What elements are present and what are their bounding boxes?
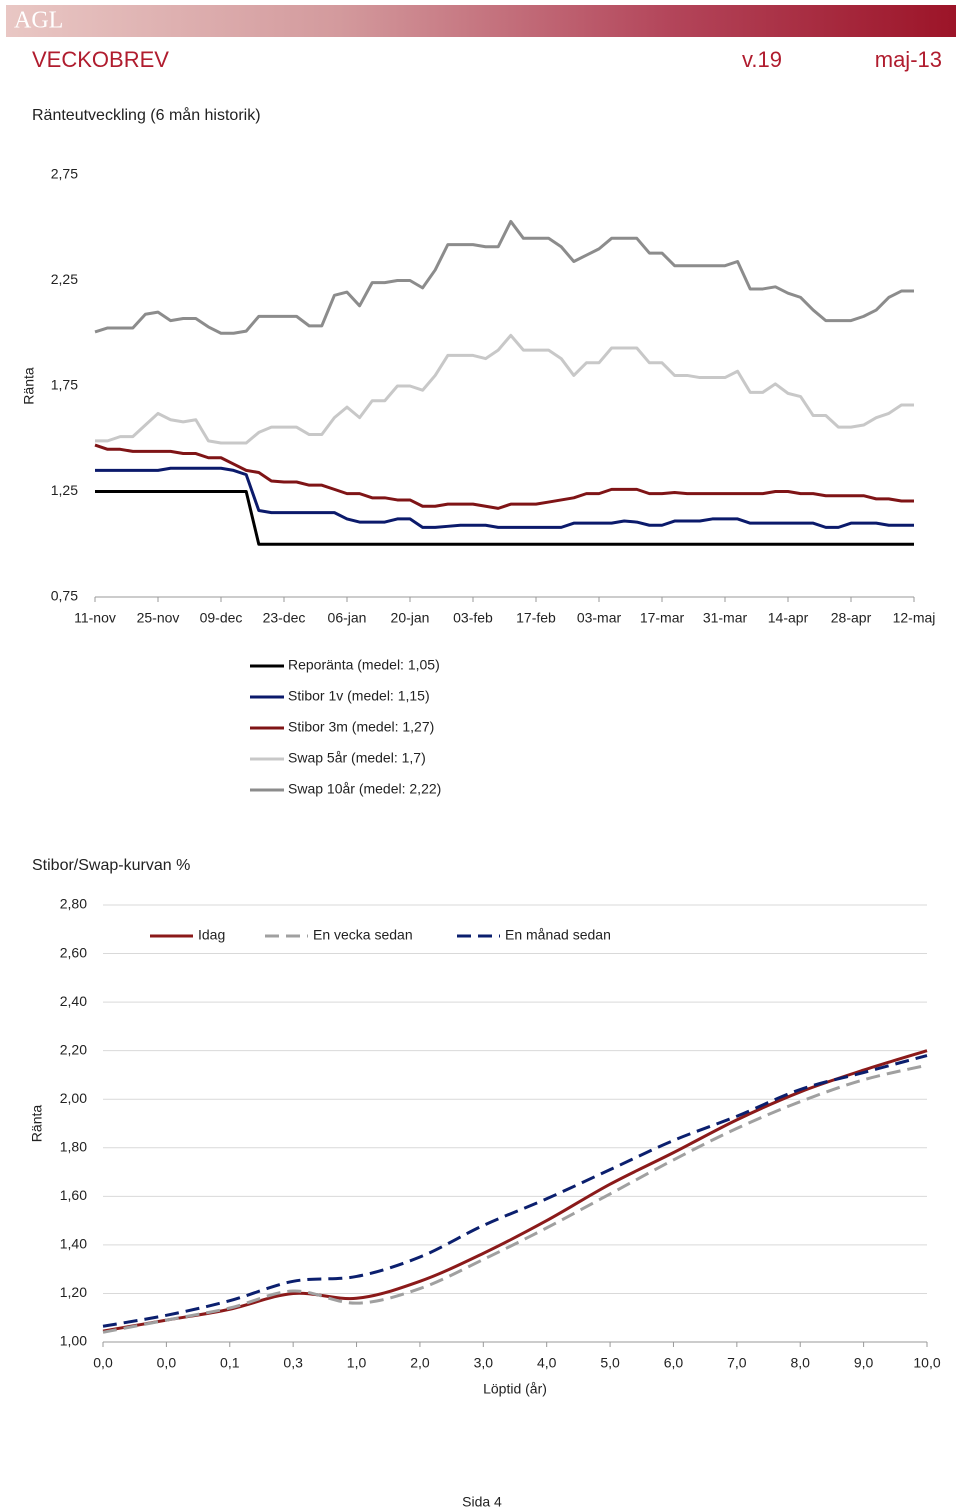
- x-tick-label: 6,0: [664, 1355, 684, 1371]
- y-tick-label: 2,00: [60, 1090, 87, 1106]
- x-tick-label: 9,0: [854, 1355, 874, 1371]
- logo: AGL: [14, 8, 63, 34]
- x-tick-label: 23-dec: [263, 610, 306, 626]
- y-tick-label: 2,40: [60, 993, 87, 1009]
- y-axis-label: Ränta: [29, 1105, 45, 1143]
- series-line: [102, 1054, 928, 1328]
- date: maj-13: [875, 47, 942, 72]
- chart-title: Ränteutveckling (6 mån historik): [32, 106, 261, 124]
- legend-label: Stibor 1v (medel: 1,15): [288, 688, 430, 704]
- x-tick-label: 1,0: [347, 1355, 367, 1371]
- series-line: [102, 1063, 928, 1334]
- x-tick-label: 31-mar: [703, 610, 748, 626]
- series-line: [94, 219, 914, 335]
- chart-title: Stibor/Swap-kurvan %: [32, 857, 190, 874]
- y-tick-label: 1,25: [51, 482, 78, 498]
- y-tick-label: 1,80: [60, 1138, 87, 1154]
- legend-label: Reporänta (medel: 1,05): [288, 657, 440, 673]
- x-tick-label: 0,1: [220, 1355, 240, 1371]
- y-tick-label: 2,25: [51, 271, 78, 287]
- x-tick-label: 20-jan: [391, 610, 430, 626]
- x-tick-label: 5,0: [600, 1355, 620, 1371]
- x-tick-label: 11-nov: [74, 610, 116, 626]
- series-line: [102, 1049, 928, 1333]
- y-tick-label: 1,20: [60, 1284, 87, 1300]
- x-tick-label: 28-apr: [831, 610, 872, 626]
- y-tick-label: 2,80: [60, 896, 87, 912]
- header-bar: [6, 5, 956, 37]
- x-tick-label: 03-feb: [453, 610, 493, 626]
- y-tick-label: 1,60: [60, 1187, 87, 1203]
- x-tick-label: 09-dec: [200, 610, 243, 626]
- x-tick-label: 25-nov: [137, 610, 180, 626]
- legend-label: Swap 10år (medel: 2,22): [288, 781, 441, 797]
- x-tick-label: 7,0: [727, 1355, 747, 1371]
- page-number: Sida 4: [462, 1494, 502, 1510]
- y-axis-label: Ränta: [21, 367, 37, 405]
- legend-label: Stibor 3m (medel: 1,27): [288, 719, 434, 735]
- y-tick-label: 1,75: [51, 377, 78, 393]
- x-axis-label: Löptid (år): [483, 1381, 547, 1397]
- x-tick-label: 0,3: [283, 1355, 303, 1371]
- series-line: [94, 443, 914, 510]
- x-tick-label: 0,0: [157, 1355, 177, 1371]
- x-tick-label: 4,0: [537, 1355, 557, 1371]
- x-tick-label: 14-apr: [768, 610, 809, 626]
- y-tick-label: 1,00: [60, 1333, 87, 1349]
- legend-label: Swap 5år (medel: 1,7): [288, 750, 426, 766]
- x-tick-label: 8,0: [790, 1355, 810, 1371]
- x-tick-label: 17-mar: [640, 610, 685, 626]
- doc-title: VECKOBREV: [32, 47, 169, 72]
- x-tick-label: 06-jan: [328, 610, 367, 626]
- x-tick-label: 03-mar: [577, 610, 622, 626]
- x-tick-label: 10,0: [913, 1355, 940, 1371]
- y-tick-label: 2,20: [60, 1041, 87, 1057]
- y-tick-label: 0,75: [51, 588, 78, 604]
- y-tick-label: 2,60: [60, 944, 87, 960]
- y-tick-label: 1,40: [60, 1236, 87, 1252]
- x-tick-label: 3,0: [474, 1355, 494, 1371]
- legend-label: En månad sedan: [505, 927, 611, 943]
- legend-label: Idag: [198, 927, 225, 943]
- y-tick-label: 2,75: [51, 166, 78, 182]
- week: v.19: [742, 47, 782, 72]
- x-tick-label: 2,0: [410, 1355, 430, 1371]
- series-line: [95, 466, 914, 529]
- x-tick-label: 0,0: [93, 1355, 113, 1371]
- x-tick-label: 12-maj: [893, 610, 936, 626]
- series-line: [95, 333, 914, 445]
- series-line: [95, 490, 914, 546]
- x-tick-label: 17-feb: [516, 610, 556, 626]
- legend-label: En vecka sedan: [313, 927, 413, 943]
